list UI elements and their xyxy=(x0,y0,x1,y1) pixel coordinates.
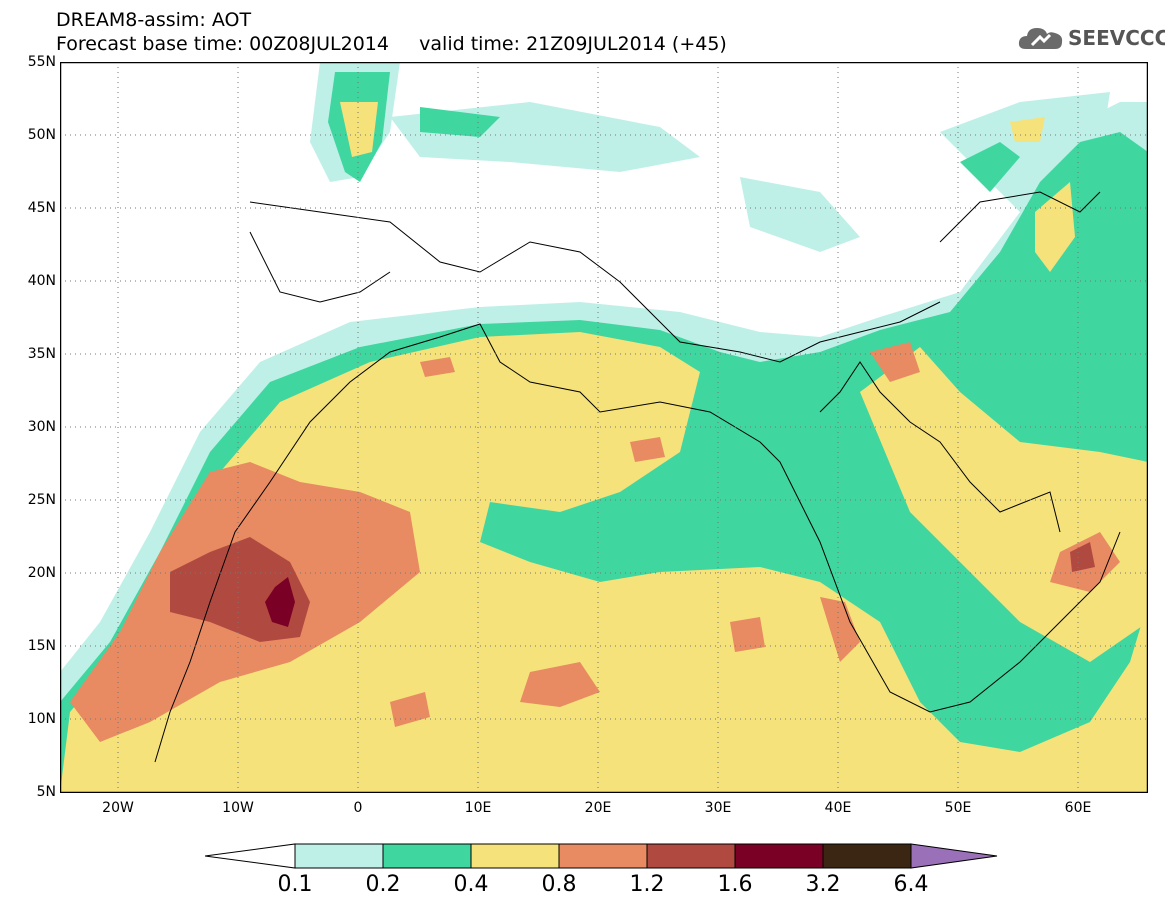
colorbar-cell xyxy=(382,843,472,869)
grid-lines xyxy=(60,62,1148,793)
lon-label: 10W xyxy=(222,800,254,816)
colorbar-label: 3.2 xyxy=(805,872,841,897)
lon-label: 20E xyxy=(584,800,612,816)
lon-label: 60E xyxy=(1064,800,1092,816)
colorbar-cell xyxy=(646,843,736,869)
lon-label: 0 xyxy=(353,800,363,816)
lon-label: 40E xyxy=(824,800,852,816)
lon-label: 30E xyxy=(704,800,732,816)
colorbar-label: 0.1 xyxy=(277,872,313,897)
colorbar-cell xyxy=(558,843,648,869)
colorbar-label: 1.2 xyxy=(629,872,665,897)
lat-label: 30N xyxy=(27,419,56,435)
colorbar xyxy=(205,843,998,869)
lon-label: 20W xyxy=(102,800,134,816)
lat-label: 15N xyxy=(27,638,56,654)
colorbar-high-arrow xyxy=(910,843,998,869)
colorbar-label: 0.8 xyxy=(541,872,577,897)
colorbar-cell xyxy=(470,843,560,869)
colorbar-label: 0.4 xyxy=(453,872,489,897)
colorbar-label: 6.4 xyxy=(893,872,929,897)
colorbar-low-arrow xyxy=(205,843,296,869)
logo-text: SEEVCCC xyxy=(1068,26,1165,50)
lat-label: 55N xyxy=(27,54,56,70)
map-frame xyxy=(60,62,1148,793)
colorbar-label: 1.6 xyxy=(717,872,753,897)
colorbar-cell xyxy=(734,843,824,869)
lat-label: 10N xyxy=(27,711,56,727)
colorbar-cell xyxy=(294,843,384,869)
lat-label: 45N xyxy=(27,200,56,216)
aot-map xyxy=(60,62,1148,793)
lat-label: 50N xyxy=(27,127,56,143)
map-title: DREAM8-assim: AOT xyxy=(56,9,252,31)
lon-label: 10E xyxy=(464,800,492,816)
aot-band-1.6 xyxy=(265,577,295,627)
lat-label: 20N xyxy=(27,565,56,581)
colorbar-cell xyxy=(822,843,912,869)
lat-label: 5N xyxy=(36,784,56,800)
forecast-times: Forecast base time: 00Z08JUL2014 valid t… xyxy=(56,33,727,55)
seevccc-logo: SEEVCCC xyxy=(1018,22,1165,54)
colorbar-label: 0.2 xyxy=(365,872,401,897)
lat-label: 25N xyxy=(27,492,56,508)
lat-label: 40N xyxy=(27,273,56,289)
cloud-icon xyxy=(1018,28,1063,49)
lon-label: 50E xyxy=(944,800,972,816)
coastlines xyxy=(154,191,1121,763)
lat-label: 35N xyxy=(27,346,56,362)
